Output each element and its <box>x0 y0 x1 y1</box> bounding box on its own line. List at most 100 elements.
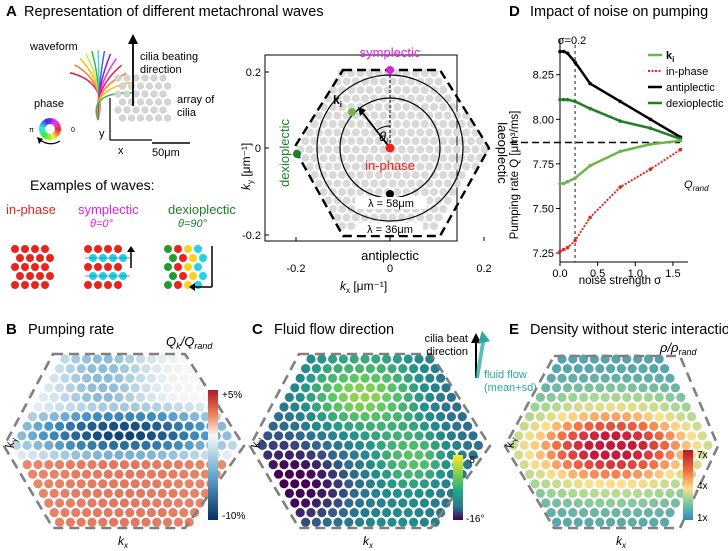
hexmap-dot <box>338 450 348 460</box>
hexmap-dot <box>157 392 167 402</box>
kspace-dot <box>374 103 383 111</box>
dexioplectic-point <box>293 150 301 158</box>
hexmap-dot <box>71 431 81 441</box>
hexmap-dot <box>109 517 119 527</box>
kspace-dot <box>310 171 319 179</box>
hexmap-dot <box>670 383 681 393</box>
hexmap-dot <box>195 421 205 431</box>
hexmap-dot <box>398 421 408 431</box>
hexmap-dot <box>38 469 49 479</box>
hexmap-dot <box>200 469 210 479</box>
hexmap-dot <box>649 460 659 470</box>
hexmap-dot <box>589 412 600 422</box>
hexmap-dot <box>179 469 189 479</box>
hexmap-dot <box>333 460 343 470</box>
hexmap-dot <box>546 412 556 422</box>
hexmap-dot <box>633 469 643 479</box>
hexmap-dot <box>98 402 108 412</box>
chart-d-point-in-phase <box>678 147 683 152</box>
hexmap-dot <box>87 517 97 527</box>
hexmap-dot <box>301 364 311 374</box>
hexmap-dot <box>136 450 146 460</box>
map-label-theta: θi <box>379 129 388 146</box>
hexmap-dot <box>65 479 75 489</box>
kspace-dot <box>347 188 356 196</box>
hexmap-dot <box>692 440 702 450</box>
hexmap-dot <box>546 450 556 460</box>
hexmap-dot <box>44 498 54 508</box>
hexmap-dot <box>446 431 456 441</box>
hexmap-dot <box>425 373 435 383</box>
example-dot <box>41 281 49 289</box>
hexmap-dot <box>430 479 440 489</box>
hexmap-dot <box>387 364 397 374</box>
kspace-dot <box>365 120 374 128</box>
kspace-dot <box>319 154 328 162</box>
chart-d-legend: ki in-phase antiplectic dexioplectic <box>648 50 724 110</box>
hexmap-dot <box>109 440 119 450</box>
hexmap-dot <box>103 450 113 460</box>
hexmap-dot <box>627 364 637 374</box>
hexmap-dot <box>349 373 359 383</box>
example-dot <box>199 272 207 280</box>
hexmap-dot <box>638 517 648 527</box>
cilia-dot <box>159 74 167 82</box>
kspace-dot <box>443 162 452 171</box>
hexmap-dot <box>311 479 321 489</box>
hexmap-dot <box>311 364 321 374</box>
hexmap-dot <box>419 364 429 374</box>
hexmap-dot <box>349 392 359 402</box>
hexmap-dot <box>49 450 59 460</box>
hexmap-dot <box>274 469 284 479</box>
hexmap-dot <box>419 517 429 527</box>
example-dot <box>184 245 192 253</box>
hexmap-dot <box>692 460 702 470</box>
hexmap-dot <box>60 373 70 383</box>
hexmap-dot <box>130 421 140 431</box>
hexmap-dot <box>92 373 102 383</box>
hexmap-dot <box>441 402 451 412</box>
example-dot <box>16 254 24 262</box>
hexmap-dot <box>119 498 129 508</box>
hexmap-dot <box>119 440 129 450</box>
phase-arrow-head <box>37 137 43 144</box>
panel-b-kx: kx <box>118 534 129 550</box>
hexmap-dot <box>76 479 86 489</box>
hexmap-dot <box>60 450 70 460</box>
hexmap-dot <box>514 450 524 460</box>
hexmap-dot <box>295 373 305 383</box>
phase-wheel-segment <box>54 129 61 132</box>
hexmap-dot <box>535 392 546 402</box>
hexmap-dot <box>274 412 284 422</box>
kspace-dot <box>430 188 438 196</box>
hexmap-dot <box>616 460 627 470</box>
hexmap-dot <box>55 498 65 508</box>
hexmap-dot <box>687 431 697 441</box>
hexmap-dot <box>409 498 419 508</box>
hexmap-dot <box>681 421 691 431</box>
chart-d-point-antiplectic <box>648 117 653 122</box>
hexmap-dot <box>638 440 648 450</box>
kspace-dot <box>370 145 379 154</box>
example-dot <box>11 263 19 271</box>
hexmap-dot <box>595 498 605 508</box>
kspace-dot <box>384 86 392 94</box>
hexmap-dot <box>306 392 316 402</box>
cilia-dot <box>163 98 171 106</box>
hexmap-dot <box>55 517 65 527</box>
hexmap-dot <box>306 412 316 422</box>
example-dot <box>104 263 112 271</box>
hexmap-dot <box>376 383 386 393</box>
hexmap-dot <box>92 469 102 479</box>
hexmap-dot <box>317 488 327 498</box>
example-dot <box>41 245 49 253</box>
hexmap-dot <box>584 364 594 374</box>
example-dot <box>114 263 122 271</box>
hexmap-dot <box>349 431 359 441</box>
hexmap-dot <box>76 402 86 412</box>
hexmap-dot <box>322 440 332 450</box>
pumping-noise-chart: 7.25 7.50 7.75 8.00 8.25 0.0 0.5 1.0 1.5 <box>510 39 688 280</box>
hexmap-dot <box>436 392 446 402</box>
kspace-dot <box>457 154 466 162</box>
hexmap-dot <box>425 431 435 441</box>
